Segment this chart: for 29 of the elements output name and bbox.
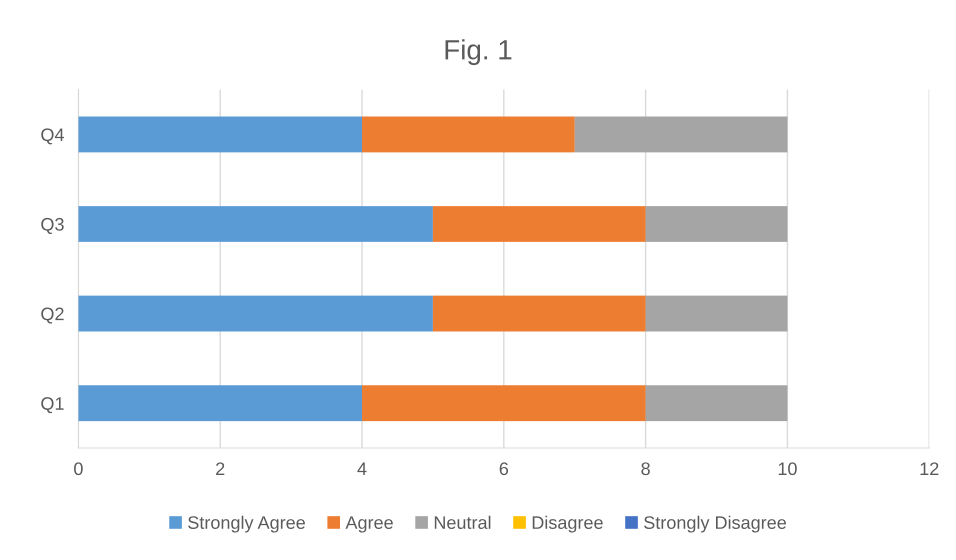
bar bbox=[432, 296, 646, 332]
x-tick-label: 6 bbox=[500, 462, 508, 476]
bar bbox=[646, 296, 788, 332]
x-tick-label: 4 bbox=[357, 462, 366, 475]
x-tick-label: 2 bbox=[216, 462, 224, 475]
bar bbox=[78, 116, 362, 152]
bar bbox=[432, 206, 646, 242]
x-tick-label: 12 bbox=[920, 462, 938, 475]
legend-label: Agree bbox=[345, 516, 393, 533]
y-tick-label: Q3 bbox=[41, 218, 64, 234]
y-tick-label: Q4 bbox=[41, 128, 64, 144]
bar bbox=[574, 116, 788, 152]
bar bbox=[78, 206, 433, 242]
legend-label: Disagree bbox=[532, 516, 603, 533]
x-tick-label: 8 bbox=[641, 462, 650, 476]
bar bbox=[646, 206, 788, 242]
bar bbox=[362, 116, 575, 152]
x-tick-label: 10 bbox=[778, 462, 797, 476]
bar bbox=[646, 385, 788, 422]
x-tick-label: 0 bbox=[74, 462, 83, 476]
bar bbox=[78, 296, 433, 332]
bar bbox=[362, 385, 646, 422]
legend-label: Strongly Disagree bbox=[644, 516, 786, 533]
bar bbox=[78, 385, 362, 422]
chart-title: Fig. 1 bbox=[446, 39, 512, 66]
legend-label: Strongly Agree bbox=[188, 516, 305, 533]
y-tick-label: Q2 bbox=[41, 308, 64, 324]
legend-label: Neutral bbox=[434, 516, 490, 529]
y-tick-label: Q1 bbox=[41, 397, 64, 414]
